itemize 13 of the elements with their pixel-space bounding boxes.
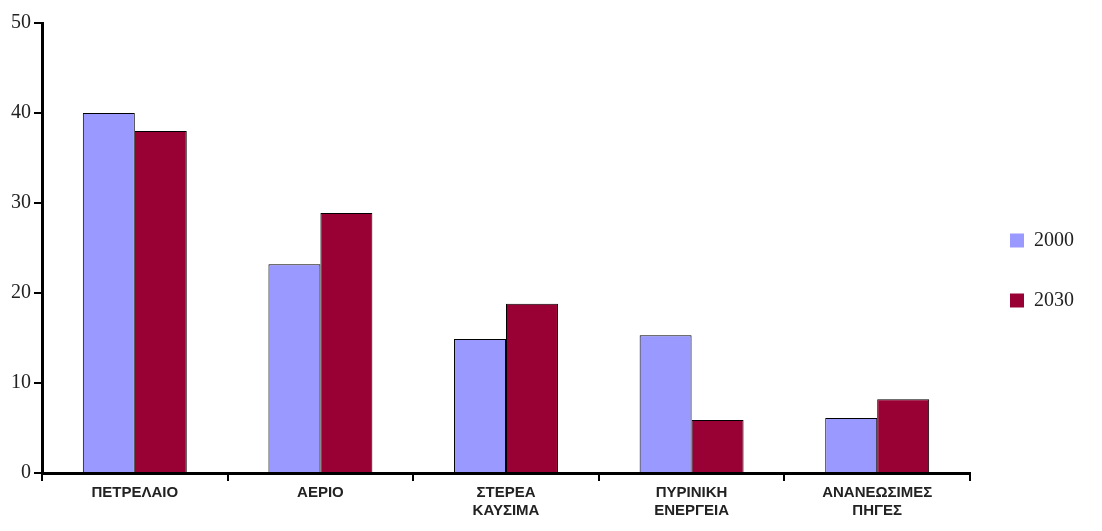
- y-tick-label: 10: [11, 370, 31, 393]
- y-tick-label: 40: [11, 100, 31, 123]
- y-tick-label: 50: [11, 10, 31, 33]
- x-tick-label: ΠΥΡΙΝΙΚΗ ΕΝΕΡΓΕΙΑ: [654, 483, 730, 519]
- x-tick-label: ΑΕΡΙΟ: [297, 483, 345, 501]
- y-tick-label: 30: [11, 190, 31, 213]
- x-tick-label: ΑΝΑΝΕΩΣΙΜΕΣ ΠΗΓΕΣ: [822, 483, 933, 519]
- y-tick-label: 0: [21, 460, 31, 483]
- legend-label: 2000: [1034, 227, 1074, 250]
- x-tick-label: ΠΕΤΡΕΛΑΙΟ: [91, 483, 179, 501]
- legend-label: 2030: [1034, 287, 1074, 310]
- y-tick-label: 20: [11, 280, 31, 303]
- x-tick-label: ΣΤΕΡΕΑ ΚΑΥΣΙΜΑ: [472, 483, 540, 519]
